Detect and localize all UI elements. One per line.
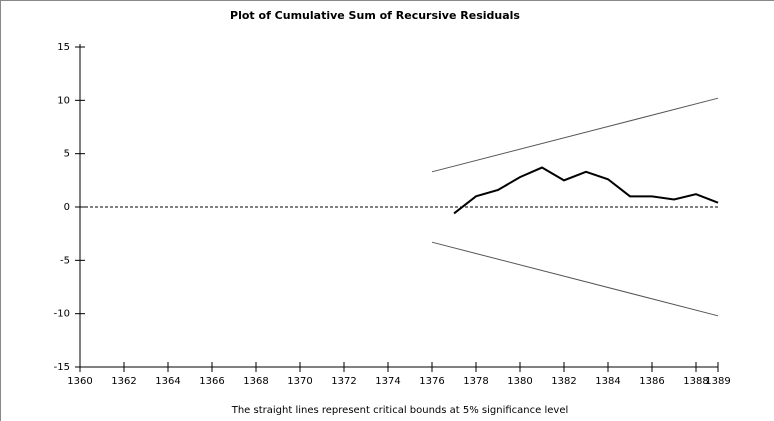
x-tick-label: 1370 xyxy=(287,376,312,387)
y-tick-label: 0 xyxy=(64,202,70,213)
x-tick-label: 1389 xyxy=(705,376,730,387)
x-tick-label: 1366 xyxy=(199,376,224,387)
x-tick-label: 1374 xyxy=(375,376,400,387)
x-tick-label: 1386 xyxy=(639,376,664,387)
critical-bound xyxy=(432,98,718,172)
y-tick-label: -15 xyxy=(54,362,70,373)
x-tick-label: 1364 xyxy=(155,376,180,387)
x-tick-label: 1368 xyxy=(243,376,268,387)
chart-title: Plot of Cumulative Sum of Recursive Resi… xyxy=(230,9,520,22)
x-tick-label: 1362 xyxy=(111,376,136,387)
x-tick-label: 1372 xyxy=(331,376,356,387)
x-tick-label: 1382 xyxy=(551,376,576,387)
x-tick-label: 1360 xyxy=(67,376,92,387)
x-tick-label: 1380 xyxy=(507,376,532,387)
y-tick-label: -10 xyxy=(54,309,70,320)
y-tick-label: 15 xyxy=(57,42,70,53)
chart: Plot of Cumulative Sum of Recursive Resi… xyxy=(0,0,774,421)
y-tick-label: 10 xyxy=(57,95,70,106)
x-tick-label: 1376 xyxy=(419,376,444,387)
x-tick-label: 1384 xyxy=(595,376,620,387)
y-tick-label: -5 xyxy=(60,255,70,266)
x-tick-label: 1378 xyxy=(463,376,488,387)
y-tick-label: 5 xyxy=(64,149,70,160)
chart-note: The straight lines represent critical bo… xyxy=(231,405,569,416)
critical-bound xyxy=(432,242,718,316)
